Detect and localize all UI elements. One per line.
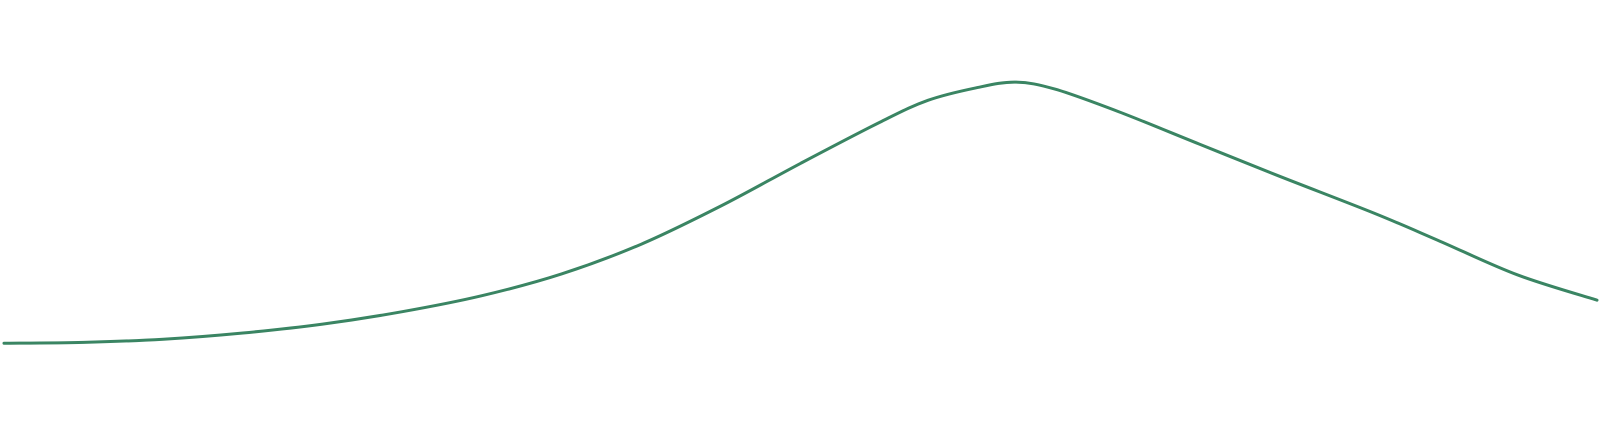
series-line-1 [2, 80, 1599, 345]
plot-area [2, 80, 1599, 345]
